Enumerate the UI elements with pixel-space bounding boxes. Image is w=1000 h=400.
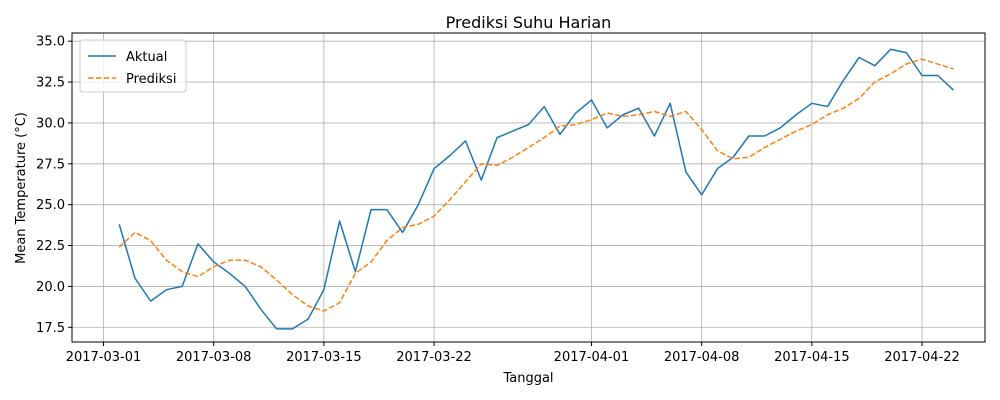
x-tick-label: 2017-03-15 <box>286 350 362 365</box>
y-tick-label: 17.5 <box>36 321 65 336</box>
chart-title: Prediksi Suhu Harian <box>446 13 612 32</box>
x-tick-label: 2017-03-22 <box>396 350 472 365</box>
y-axis-label: Mean Temperature (°C) <box>14 112 29 264</box>
x-tick-label: 2017-03-08 <box>176 350 252 365</box>
x-tick-label: 2017-04-01 <box>554 350 630 365</box>
x-axis-label: Tanggal <box>502 371 553 386</box>
y-tick-label: 22.5 <box>36 239 65 254</box>
ticks: 2017-03-01 2017-03-08 2017-03-15 2017-03-22… <box>36 35 960 365</box>
y-tick-label: 35.0 <box>36 35 65 50</box>
y-tick-label: 30.0 <box>36 116 65 131</box>
legend-label-aktual: Aktual <box>126 50 167 65</box>
legend: Aktual Prediksi <box>79 39 187 93</box>
x-tick-label: 2017-04-15 <box>774 350 850 365</box>
y-tick-label: 20.0 <box>36 280 65 295</box>
y-tick-label: 32.5 <box>36 76 65 91</box>
series-layer <box>118 48 955 330</box>
legend-box <box>79 39 187 93</box>
plot-frame <box>71 32 986 343</box>
grid <box>72 33 985 342</box>
series-line-aktual <box>118 48 955 330</box>
x-tick-label: 2017-04-08 <box>664 350 740 365</box>
x-tick-label: 2017-04-22 <box>884 350 960 365</box>
y-tick-label: 27.5 <box>36 157 65 172</box>
series-line-prediksi <box>118 58 954 312</box>
x-tick-label: 2017-03-01 <box>66 350 142 365</box>
y-tick-label: 25.0 <box>36 198 65 213</box>
legend-label-prediksi: Prediksi <box>126 72 176 87</box>
